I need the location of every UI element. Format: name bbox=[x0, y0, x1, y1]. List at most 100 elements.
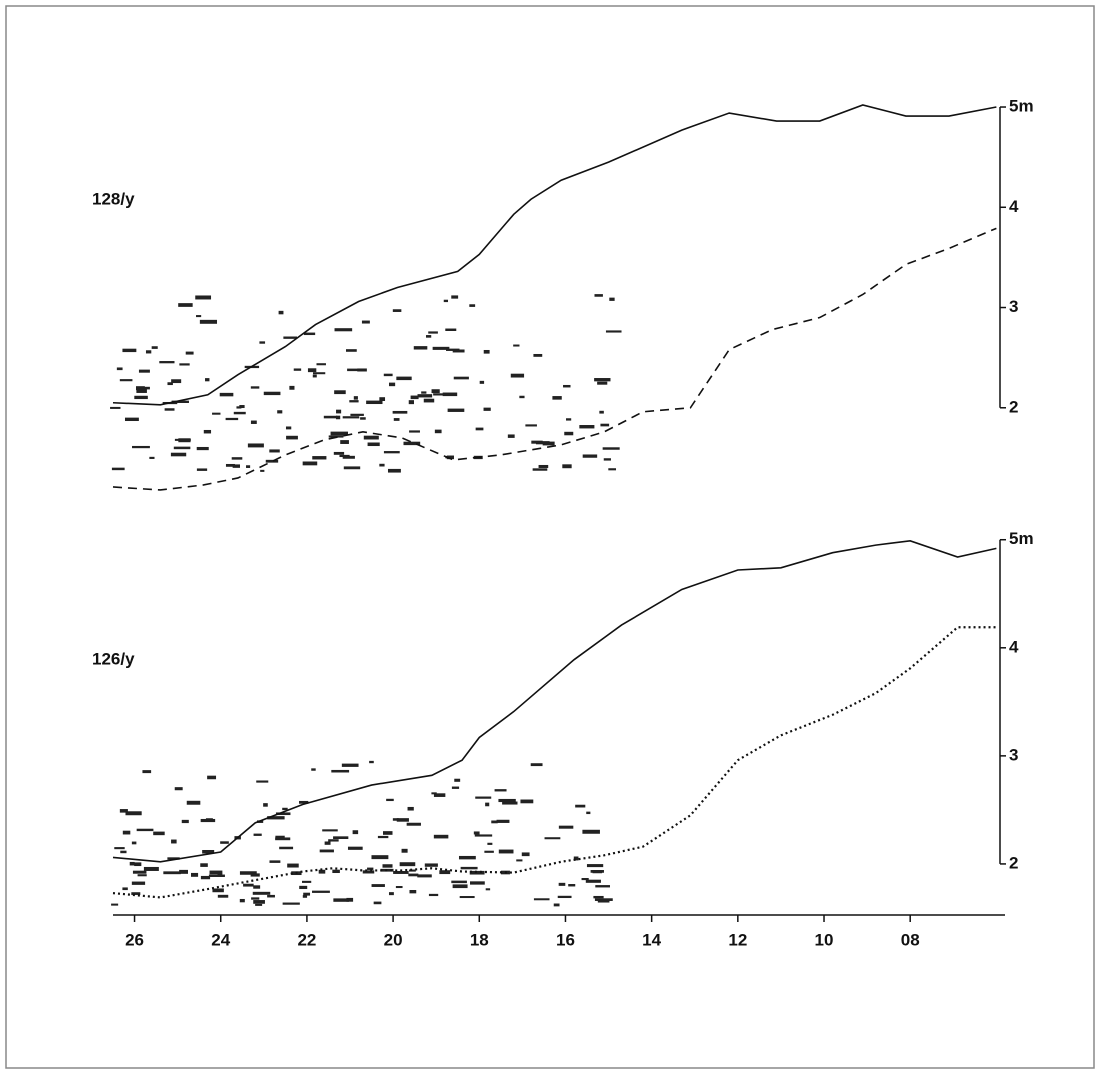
find bbox=[594, 898, 613, 901]
find bbox=[225, 417, 239, 421]
find bbox=[409, 889, 417, 894]
find bbox=[432, 346, 450, 350]
find bbox=[451, 295, 459, 299]
find bbox=[181, 819, 189, 824]
find bbox=[417, 394, 433, 398]
find bbox=[597, 900, 610, 903]
find bbox=[307, 368, 317, 373]
find bbox=[361, 320, 370, 324]
find bbox=[328, 435, 344, 438]
find bbox=[608, 468, 617, 471]
find bbox=[283, 336, 297, 339]
find bbox=[119, 379, 133, 382]
find bbox=[425, 335, 432, 338]
find bbox=[510, 373, 525, 378]
find bbox=[328, 839, 339, 842]
find bbox=[352, 830, 359, 835]
find bbox=[599, 410, 604, 414]
find bbox=[132, 870, 147, 874]
find bbox=[239, 405, 245, 409]
find bbox=[336, 409, 342, 414]
find bbox=[553, 903, 560, 907]
find bbox=[289, 385, 295, 390]
find bbox=[263, 391, 281, 396]
find bbox=[145, 350, 152, 354]
find bbox=[311, 768, 316, 771]
find bbox=[312, 890, 330, 893]
find bbox=[363, 435, 379, 440]
find bbox=[564, 431, 574, 436]
find bbox=[566, 418, 572, 421]
find bbox=[247, 443, 264, 448]
find bbox=[259, 341, 266, 344]
find bbox=[178, 438, 191, 443]
find bbox=[387, 468, 401, 473]
find bbox=[581, 878, 589, 881]
find bbox=[401, 848, 408, 853]
find bbox=[330, 431, 349, 436]
find bbox=[199, 319, 218, 324]
find bbox=[349, 400, 359, 403]
find bbox=[594, 378, 611, 382]
find bbox=[423, 398, 435, 403]
find bbox=[353, 396, 358, 400]
find bbox=[286, 435, 298, 440]
find bbox=[153, 831, 165, 836]
section-label: 128/y bbox=[92, 189, 135, 208]
find bbox=[433, 393, 449, 396]
find bbox=[212, 888, 224, 893]
find bbox=[340, 440, 349, 444]
find bbox=[513, 344, 520, 347]
find bbox=[379, 463, 385, 467]
profile-line bbox=[112, 104, 997, 406]
find bbox=[516, 859, 523, 862]
find bbox=[443, 299, 449, 303]
find bbox=[171, 839, 177, 844]
find bbox=[202, 849, 215, 854]
find bbox=[346, 897, 354, 902]
find bbox=[246, 465, 251, 468]
find bbox=[475, 427, 484, 431]
x-tick-label: 18 bbox=[470, 930, 489, 949]
find bbox=[433, 793, 446, 797]
find bbox=[322, 829, 338, 832]
y-tick-label: 4 bbox=[1009, 637, 1019, 656]
find bbox=[190, 872, 199, 877]
find bbox=[557, 895, 572, 899]
find bbox=[371, 884, 385, 887]
find bbox=[312, 456, 327, 460]
find bbox=[535, 441, 550, 445]
find bbox=[594, 294, 603, 297]
find bbox=[417, 874, 432, 878]
find bbox=[212, 412, 221, 415]
find bbox=[474, 834, 493, 837]
find bbox=[562, 464, 572, 469]
find bbox=[110, 406, 121, 409]
find bbox=[392, 309, 402, 312]
find bbox=[573, 856, 579, 861]
find bbox=[220, 841, 229, 844]
find bbox=[303, 892, 311, 896]
find bbox=[225, 463, 235, 467]
find bbox=[119, 809, 128, 813]
find bbox=[582, 829, 600, 834]
find bbox=[142, 770, 152, 774]
find bbox=[502, 801, 518, 805]
find bbox=[209, 870, 223, 875]
find bbox=[507, 434, 515, 438]
find bbox=[167, 382, 173, 386]
find bbox=[200, 875, 211, 880]
find bbox=[498, 798, 516, 803]
find bbox=[324, 841, 331, 845]
find bbox=[498, 849, 514, 854]
find bbox=[302, 461, 318, 466]
find bbox=[219, 392, 234, 397]
find bbox=[473, 831, 480, 835]
find bbox=[137, 874, 147, 877]
find bbox=[396, 818, 409, 822]
find bbox=[196, 446, 209, 451]
find bbox=[586, 811, 591, 815]
find bbox=[460, 866, 478, 870]
find bbox=[233, 411, 246, 415]
find bbox=[131, 841, 137, 845]
